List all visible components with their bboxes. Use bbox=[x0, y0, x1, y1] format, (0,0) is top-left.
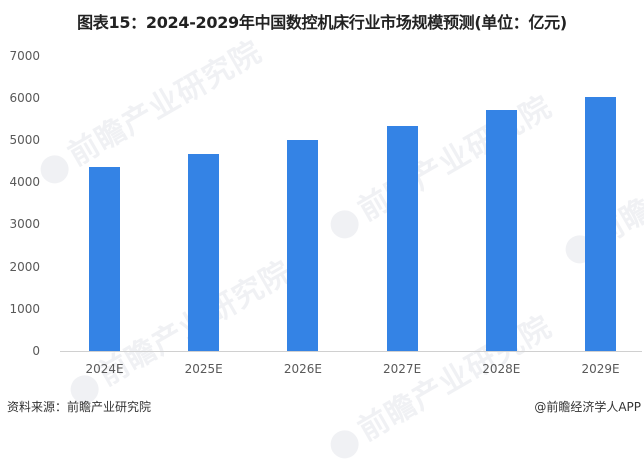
chart-title: 图表15：2024-2029年中国数控机床行业市场规模预测(单位：亿元) bbox=[77, 13, 567, 32]
x-tick-label: 2029E bbox=[581, 362, 620, 376]
x-tick-label: 2026E bbox=[283, 362, 322, 376]
bar-2028E bbox=[485, 109, 517, 351]
x-axis-line bbox=[60, 351, 642, 352]
y-tick-label: 0 bbox=[32, 344, 40, 358]
y-tick-label: 7000 bbox=[9, 48, 40, 63]
bar-2027E bbox=[386, 125, 418, 351]
bar-2025E bbox=[188, 154, 220, 351]
bar-2024E bbox=[89, 167, 120, 351]
y-tick-label: 3000 bbox=[9, 217, 40, 232]
x-tick-label: 2027E bbox=[383, 362, 422, 376]
bar-2026E bbox=[287, 140, 319, 351]
y-tick-label: 5000 bbox=[9, 133, 40, 147]
watermark-logo-icon bbox=[325, 424, 364, 464]
bar-2029E bbox=[585, 97, 616, 351]
y-tick-label: 1000 bbox=[9, 301, 40, 316]
y-tick-label: 6000 bbox=[9, 90, 40, 105]
credit-note: @前瞻经济学人APP bbox=[534, 400, 641, 414]
x-tick-label: 2025E bbox=[184, 362, 223, 376]
x-tick-label: 2024E bbox=[85, 362, 124, 376]
x-tick-label: 2028E bbox=[482, 362, 521, 376]
bar-chart: 7000 6000 5000 4000 3000 2000 1000 0 2024E 2025E… bbox=[9, 48, 642, 376]
source-note: 资料来源：前瞻产业研究院 bbox=[7, 400, 152, 414]
y-tick-label: 2000 bbox=[9, 259, 40, 274]
y-tick-label: 4000 bbox=[9, 175, 40, 190]
